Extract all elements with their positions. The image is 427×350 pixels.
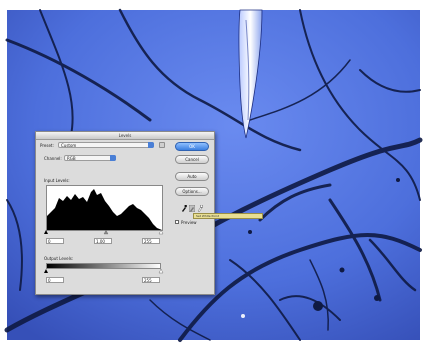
dialog-title: Levels [36, 132, 214, 140]
preview-label: Preview [181, 220, 197, 225]
preset-value: Custom [61, 143, 77, 148]
output-sliders[interactable] [44, 269, 164, 274]
auto-button[interactable]: Auto [175, 172, 209, 181]
histogram-graph [47, 189, 162, 230]
menu-icon[interactable] [159, 142, 165, 148]
eyedropper-gray-icon[interactable] [189, 205, 195, 212]
preset-select[interactable]: Custom [58, 142, 154, 148]
eyedropper-black-icon[interactable] [181, 205, 187, 212]
levels-dialog: Levels Preset: Custom Channel: RGB Input… [35, 131, 215, 295]
chevron-down-icon [110, 155, 116, 161]
output-gradient [46, 263, 161, 269]
input-white-field[interactable]: 255 [142, 238, 160, 244]
preview-checkbox[interactable] [175, 220, 179, 224]
output-black-field[interactable]: 0 [46, 277, 64, 283]
histogram [46, 185, 163, 231]
input-black-field[interactable]: 0 [46, 238, 64, 244]
ok-button[interactable]: OK [175, 142, 209, 151]
channel-label: Channel: [44, 156, 62, 161]
output-levels-label: Output Levels: [44, 256, 74, 261]
cancel-button[interactable]: Cancel [175, 155, 209, 164]
preset-label: Preset: [40, 143, 54, 148]
channel-value: RGB [67, 156, 76, 161]
output-white-field[interactable]: 255 [142, 277, 160, 283]
eyedropper-white-icon[interactable] [197, 205, 203, 212]
tooltip: Set White Point [193, 213, 263, 219]
input-sliders[interactable] [44, 230, 164, 235]
options-button[interactable]: Options... [175, 187, 209, 196]
chevron-down-icon [148, 142, 154, 148]
channel-select[interactable]: RGB [64, 155, 116, 161]
input-levels-label: Input Levels: [44, 178, 70, 183]
input-gamma-field[interactable]: 1.00 [94, 238, 112, 244]
